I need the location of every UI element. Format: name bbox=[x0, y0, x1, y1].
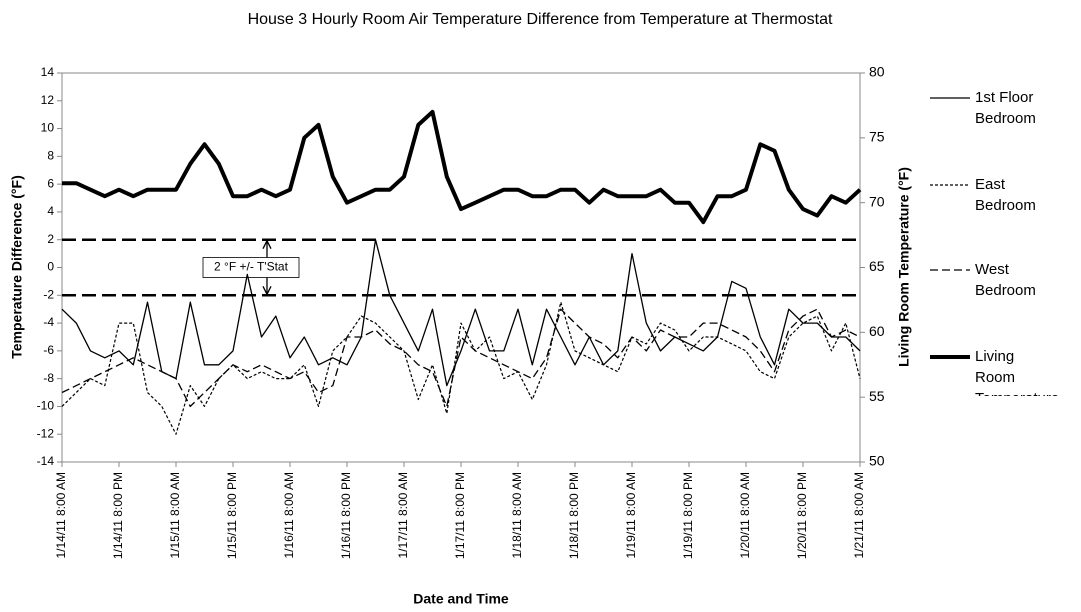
annotation: 2 °F +/- T'Stat bbox=[214, 260, 289, 274]
series-line bbox=[61, 301, 861, 435]
x-tick-label: 1/18/11 8:00 AM bbox=[510, 472, 524, 559]
y2-tick-label: 55 bbox=[869, 388, 885, 404]
y2-tick-label: 70 bbox=[869, 193, 885, 209]
x-tick-label: 1/14/11 8:00 PM bbox=[111, 472, 125, 559]
legend-label: East Bedroom bbox=[975, 176, 1036, 214]
x-tick-label: 1/15/11 8:00 AM bbox=[168, 472, 182, 559]
x-tick-label: 1/21/11 8:00 AM bbox=[852, 472, 866, 559]
y-tick-label: 12 bbox=[41, 93, 55, 107]
y2-tick-label: 60 bbox=[869, 323, 885, 339]
annotation-box bbox=[202, 257, 300, 278]
series-line bbox=[61, 308, 861, 408]
legend-label: West Bedroom bbox=[975, 261, 1036, 299]
x-tick-label: 1/19/11 8:00 AM bbox=[624, 472, 638, 559]
legend-label: 1st Floor Bedroom bbox=[975, 89, 1036, 127]
y-tick-label: -12 bbox=[37, 426, 55, 440]
y-tick-label: 0 bbox=[47, 260, 54, 274]
x-tick-label: 1/16/11 8:00 PM bbox=[339, 472, 353, 559]
arrow-head bbox=[262, 285, 272, 296]
y-tick-label: -8 bbox=[43, 371, 54, 385]
legend-item: Living Room Temperature bbox=[975, 348, 1059, 396]
y-tick-label: -2 bbox=[43, 287, 54, 301]
y-axis-title: Temperature Difference (°F) bbox=[9, 175, 25, 359]
x-tick-label: 1/17/11 8:00 AM bbox=[396, 472, 410, 559]
y-tick-label: 10 bbox=[41, 121, 55, 135]
x-tick-label: 1/19/11 8:00 PM bbox=[681, 472, 695, 559]
x-tick-label: 1/15/11 8:00 PM bbox=[225, 472, 239, 559]
legend-item: East Bedroom bbox=[975, 176, 1036, 214]
x-tick-label: 1/16/11 8:00 AM bbox=[282, 472, 296, 559]
y-tick-label: -6 bbox=[43, 343, 54, 357]
y-tick-label: -14 bbox=[37, 454, 55, 468]
legend-item: West Bedroom bbox=[975, 261, 1036, 299]
x-axis-title: Date and Time bbox=[413, 591, 509, 607]
x-tick-label: 1/20/11 8:00 AM bbox=[738, 472, 752, 559]
y2-tick-label: 50 bbox=[869, 453, 885, 469]
y-tick-label: 14 bbox=[41, 65, 55, 79]
chart-title: House 3 Hourly Room Air Temperature Diff… bbox=[248, 11, 833, 28]
y-tick-label: 8 bbox=[47, 149, 54, 163]
legend-item: 1st Floor Bedroom bbox=[975, 89, 1036, 127]
x-tick-label: 1/17/11 8:00 PM bbox=[453, 472, 467, 559]
y2-tick-label: 80 bbox=[869, 64, 885, 80]
x-tick-label: 1/14/11 8:00 AM bbox=[54, 472, 68, 559]
x-tick-label: 1/18/11 8:00 PM bbox=[567, 472, 581, 559]
y2-axis-title: Living Room Temperature (°F) bbox=[896, 167, 912, 367]
series-line bbox=[62, 109, 862, 225]
y-tick-label: -10 bbox=[37, 399, 55, 413]
arrow-head bbox=[262, 239, 272, 250]
y2-tick-label: 75 bbox=[869, 129, 885, 145]
y-tick-label: 6 bbox=[47, 176, 54, 190]
y-tick-label: -4 bbox=[43, 315, 54, 329]
x-tick-label: 1/20/11 8:00 PM bbox=[795, 472, 809, 559]
series-line bbox=[61, 239, 861, 387]
plot-frame bbox=[61, 72, 861, 463]
legend-label: Living Room Temperature bbox=[975, 348, 1059, 396]
y-tick-label: 2 bbox=[47, 232, 54, 246]
y2-tick-label: 65 bbox=[869, 258, 885, 274]
y-tick-label: 4 bbox=[47, 204, 54, 218]
